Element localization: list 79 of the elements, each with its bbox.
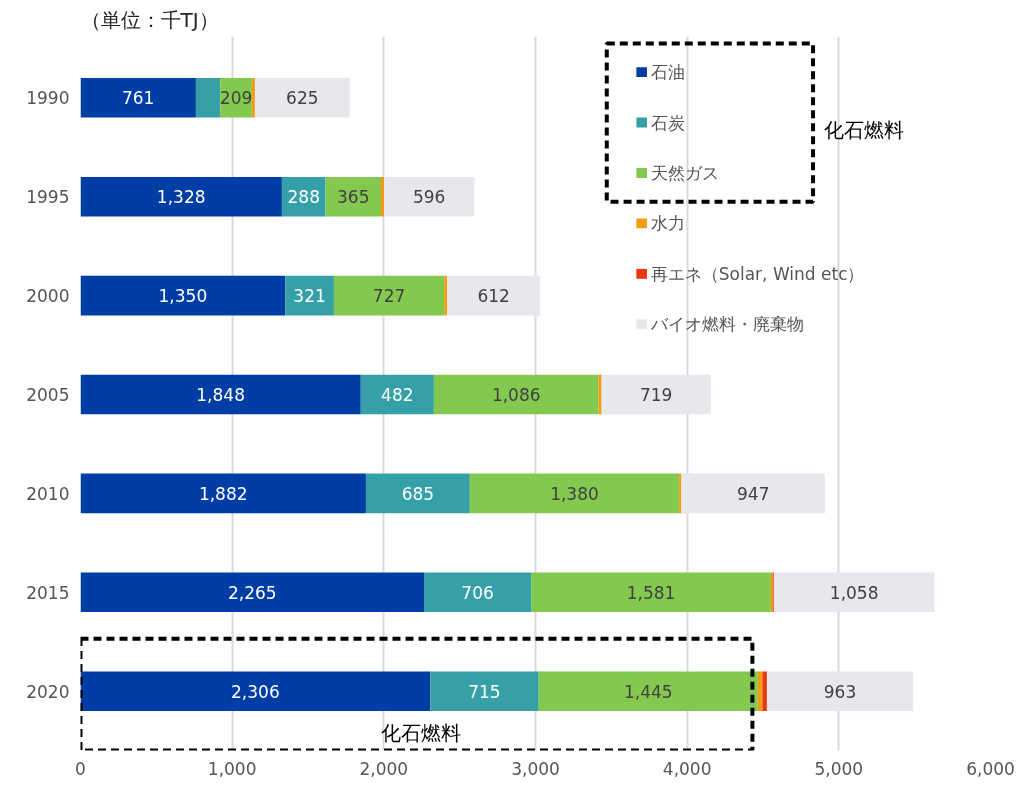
data-label: 209 — [219, 88, 253, 109]
bar — [766, 671, 913, 711]
y-tick-label: 2015 — [26, 582, 70, 603]
data-label: 1,058 — [829, 582, 879, 603]
bar — [360, 374, 434, 415]
data-label: 2,306 — [231, 681, 280, 702]
data-label: 1,380 — [550, 483, 599, 504]
data-label: 1,848 — [196, 384, 245, 405]
data-label: 947 — [736, 483, 770, 504]
legend-label: 石油 — [650, 62, 685, 83]
bar — [681, 473, 826, 514]
data-label: 727 — [372, 286, 406, 307]
bar — [80, 374, 361, 415]
bar — [469, 473, 680, 514]
bar — [424, 572, 532, 613]
bar — [80, 671, 431, 711]
data-label: 1,350 — [158, 286, 208, 307]
x-tick-label: 1,000 — [207, 758, 257, 779]
data-label: 596 — [412, 187, 446, 208]
data-label: 321 — [293, 286, 326, 307]
x-tick-label: 4,000 — [662, 758, 712, 779]
bar — [762, 671, 767, 711]
y-tick-label: 2000 — [26, 286, 70, 307]
bar — [254, 78, 350, 118]
data-label: 706 — [461, 582, 494, 603]
x-tick-label: 5,000 — [814, 758, 864, 779]
bar — [601, 374, 711, 415]
data-label: 612 — [477, 286, 510, 307]
bar — [251, 78, 255, 118]
x-tick-label: 0 — [75, 758, 86, 779]
bar — [80, 473, 366, 514]
legend-label: 天然ガス — [650, 162, 719, 183]
bar — [380, 176, 384, 217]
chart-title: （単位：千TJ） — [80, 7, 219, 32]
legend-label: 水力 — [650, 213, 685, 234]
bar — [80, 78, 196, 118]
bar — [531, 572, 771, 613]
data-label: 685 — [401, 483, 435, 504]
legend-label: 再エネ（Solar, Wind etc） — [650, 263, 865, 284]
legend-label: 石炭 — [650, 112, 685, 133]
data-label: 1,086 — [491, 384, 541, 405]
data-label: 1,581 — [626, 582, 676, 603]
bar — [195, 78, 221, 118]
x-tick-label: 6,000 — [966, 758, 1015, 779]
data-label: 1,328 — [156, 187, 206, 208]
y-tick-label: 2020 — [26, 681, 70, 702]
bar — [365, 473, 470, 514]
bar — [447, 275, 541, 316]
data-label: 482 — [381, 384, 414, 405]
y-tick-label: 1995 — [26, 187, 70, 208]
data-label: 761 — [121, 88, 155, 109]
bar — [430, 671, 539, 711]
data-label: 625 — [286, 88, 319, 109]
bar — [333, 275, 445, 316]
bar — [80, 275, 286, 316]
data-label: 719 — [639, 384, 673, 405]
data-label: 365 — [337, 187, 370, 208]
y-tick-label: 1990 — [26, 88, 70, 109]
data-label: 1,882 — [198, 483, 248, 504]
bar — [80, 176, 282, 217]
x-tick-label: 2,000 — [359, 758, 409, 779]
data-label: 715 — [468, 681, 501, 702]
bar — [773, 572, 935, 613]
data-label: 2,265 — [227, 582, 277, 603]
legend-label: バイオ燃料・廃棄物 — [649, 314, 804, 335]
bar — [598, 374, 602, 415]
y-tick-label: 2010 — [26, 483, 70, 504]
data-label: 1,445 — [623, 681, 673, 702]
bar — [538, 671, 758, 711]
data-label: 288 — [287, 187, 320, 208]
bar — [80, 572, 425, 613]
y-tick-label: 2005 — [26, 384, 70, 405]
bar — [444, 275, 448, 316]
bar — [383, 176, 475, 217]
annotation: 化石燃料 — [380, 720, 461, 745]
bar — [433, 374, 599, 415]
x-tick-label: 3,000 — [511, 758, 560, 779]
data-label: 963 — [823, 681, 857, 702]
annotation: 化石燃料 — [823, 118, 904, 143]
